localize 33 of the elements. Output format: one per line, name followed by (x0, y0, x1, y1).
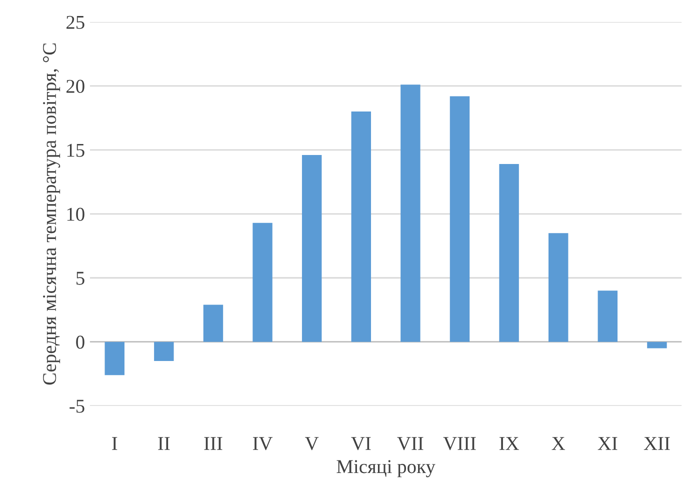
y-tick-label: 20 (66, 80, 84, 93)
y-tick-label: 5 (76, 272, 84, 285)
bar (302, 155, 322, 342)
x-tick-label: II (158, 437, 170, 450)
y-tick-label: -5 (70, 400, 84, 413)
bar (499, 164, 519, 342)
x-tick-label: IX (499, 437, 519, 450)
x-tick-label: X (552, 437, 566, 450)
y-tick-label: 0 (76, 336, 84, 349)
bar (400, 84, 420, 342)
y-tick-label: 25 (66, 16, 84, 29)
x-tick-label: VI (351, 437, 371, 450)
bar (203, 304, 224, 342)
bar (450, 96, 470, 342)
bar (252, 222, 272, 342)
x-tick-label: IV (252, 437, 273, 450)
x-tick-label: XII (644, 437, 670, 450)
bar (154, 342, 174, 362)
bar (548, 233, 568, 342)
bar (647, 342, 667, 348)
y-tick-label: 10 (67, 208, 84, 221)
x-axis-title: Місяці року (336, 460, 436, 478)
y-axis-title: Середня місячна температура повітря, °C (42, 43, 60, 385)
x-tick-label: VII (397, 437, 424, 450)
x-tick-label: XI (598, 437, 618, 450)
bar (598, 290, 618, 342)
x-tick-label: V (305, 437, 319, 450)
bar (104, 342, 124, 376)
y-tick-label: 15 (67, 144, 84, 157)
x-tick-label: III (204, 437, 222, 450)
x-tick-label: VIII (443, 437, 476, 450)
bar (351, 112, 371, 342)
x-tick-label: I (112, 437, 118, 450)
